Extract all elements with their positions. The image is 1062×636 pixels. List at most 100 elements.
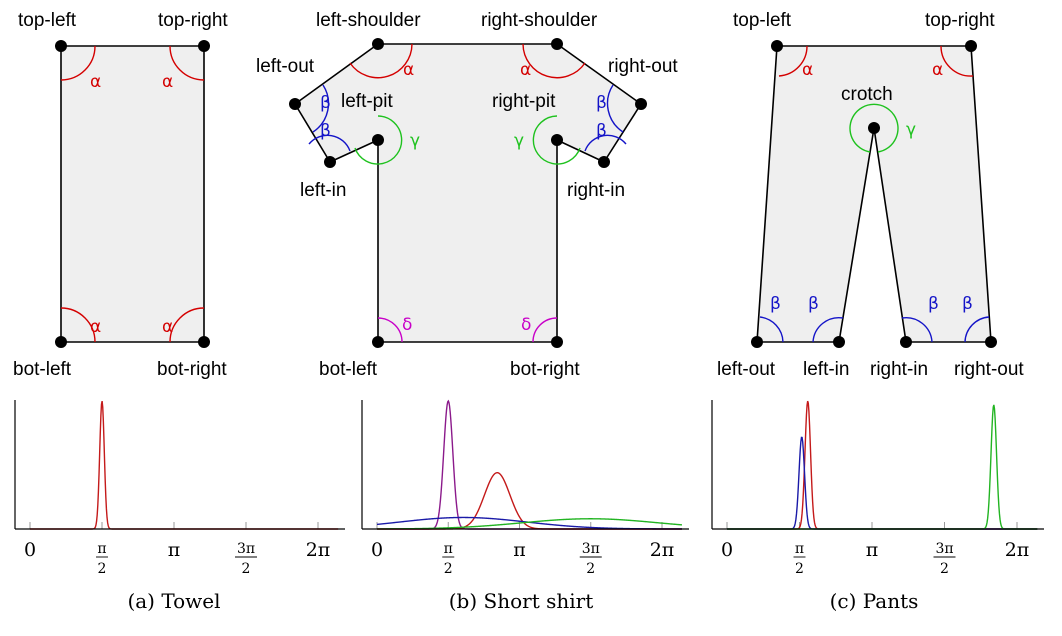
node-shirt-left-in xyxy=(324,156,336,168)
towel-alpha-1: α xyxy=(90,72,101,92)
shirt-delta-2: δ xyxy=(521,315,531,335)
tick-label-pi: π xyxy=(168,539,181,561)
tick-label-two-pi: 2π xyxy=(306,539,331,561)
shirt-beta-3: β xyxy=(596,93,607,113)
node-towel-bot-right xyxy=(198,336,210,348)
node-towel-bot-left xyxy=(55,336,67,348)
node-shirt-bot-left xyxy=(372,336,384,348)
shirt-beta-4: β xyxy=(596,121,607,141)
label-shirt-left-out: left-out xyxy=(256,56,315,77)
node-shirt-left-out xyxy=(289,98,301,110)
tick-label-half-pi-num: π xyxy=(444,541,453,557)
node-pants-crotch xyxy=(868,122,880,134)
pants-arc-right-out xyxy=(964,316,990,343)
label-pants-crotch: crotch xyxy=(841,84,893,105)
tick-label-three-half-pi-den: 2 xyxy=(586,561,595,577)
node-pants-left-out xyxy=(751,336,763,348)
shirt-arc-right-out xyxy=(606,84,624,133)
shirt-gamma-2: γ xyxy=(514,131,524,151)
towel-alpha-3: α xyxy=(90,317,101,337)
towel-alpha-4: α xyxy=(162,317,173,337)
label-shirt-right-in: right-in xyxy=(567,180,625,201)
node-shirt-left-shoulder xyxy=(372,38,384,50)
towel-arc-bot-right xyxy=(169,307,205,343)
shirt-arc-right-shoulder xyxy=(522,43,586,79)
tick-label-half-pi-num: π xyxy=(97,541,106,557)
tick-label-zero: 0 xyxy=(24,539,36,561)
label-shirt-bot-left: bot-left xyxy=(319,359,378,380)
shirt-beta-1: β xyxy=(320,93,331,113)
pants-arc-top-right xyxy=(940,45,974,77)
pants-arc-top-left xyxy=(778,45,808,77)
pants-alpha-2: α xyxy=(932,60,943,80)
label-shirt-bot-right: bot-right xyxy=(510,359,580,380)
pants-arc-right-in xyxy=(901,316,933,343)
node-shirt-right-out xyxy=(635,98,647,110)
node-pants-top-left xyxy=(771,40,783,52)
label-shirt-right-out: right-out xyxy=(608,56,678,77)
tick-label-pi: π xyxy=(513,539,526,561)
label-pants-left-out: left-out xyxy=(717,359,776,380)
tick-label-half-pi-den: 2 xyxy=(98,561,107,577)
shirt-arc-left-out xyxy=(312,84,330,133)
density-curve-2-1 xyxy=(377,399,682,530)
node-pants-right-in xyxy=(900,336,912,348)
pants-shape xyxy=(756,45,992,343)
tick-label-pi: π xyxy=(866,539,879,561)
shirt-arc-left-pit xyxy=(354,115,403,165)
pants-alpha-1: α xyxy=(802,60,813,80)
shirt-arc-bot-left xyxy=(377,317,403,343)
shirt-delta-1: δ xyxy=(402,315,412,335)
tick-label-zero: 0 xyxy=(371,539,383,561)
shirt-arc-right-in xyxy=(584,134,627,152)
node-towel-top-right xyxy=(198,40,210,52)
shirt-arc-right-pit xyxy=(532,115,581,165)
label-towel-bot-left: bot-left xyxy=(13,359,72,380)
node-shirt-right-in xyxy=(598,156,610,168)
tick-label-three-half-pi-num: 3π xyxy=(582,541,600,557)
label-shirt-left-shoulder: left-shoulder xyxy=(316,10,421,31)
density-curve-3-3 xyxy=(727,404,1038,530)
tick-label-three-half-pi-num: 3π xyxy=(237,541,255,557)
panel-short-shirt: α α β β β β γ γ δ δ left-shoulder right-… xyxy=(256,10,678,380)
shirt-alpha-2: α xyxy=(520,60,531,80)
towel-shape xyxy=(60,45,205,343)
density-curve-1-1 xyxy=(30,400,339,530)
label-shirt-right-pit: right-pit xyxy=(492,91,556,112)
shirt-arc-left-shoulder xyxy=(349,43,413,79)
shirt-beta-2: β xyxy=(320,121,331,141)
pants-gamma: γ xyxy=(906,120,916,140)
towel-arc-top-left xyxy=(60,45,96,81)
towel-arc-bot-left xyxy=(60,307,96,343)
caption-pants: (c) Pants xyxy=(830,589,919,613)
label-towel-bot-right: bot-right xyxy=(157,359,227,380)
towel-alpha-2: α xyxy=(162,72,173,92)
label-towel-top-left: top-left xyxy=(18,10,77,31)
label-towel-top-right: top-right xyxy=(158,10,228,31)
tick-label-two-pi: 2π xyxy=(1005,539,1030,561)
panel-towel: α α α α top-left top-right bot-left bot-… xyxy=(13,10,228,380)
panel-pants: α α γ β β β β top-left top-right crotch … xyxy=(717,10,1024,380)
label-shirt-left-in: left-in xyxy=(300,180,346,201)
tick-label-half-pi-den: 2 xyxy=(444,561,453,577)
towel-arc-top-right xyxy=(169,45,205,81)
label-shirt-left-pit: left-pit xyxy=(341,91,393,112)
node-shirt-right-shoulder xyxy=(551,38,563,50)
caption-short-shirt: (b) Short shirt xyxy=(449,589,593,613)
node-pants-left-in xyxy=(833,336,845,348)
tick-label-three-half-pi-den: 2 xyxy=(940,561,949,577)
label-pants-right-in: right-in xyxy=(870,359,928,380)
shirt-arc-left-in xyxy=(308,134,351,152)
label-pants-left-in: left-in xyxy=(803,359,849,380)
tick-label-zero: 0 xyxy=(721,539,733,561)
pants-beta-1: β xyxy=(770,294,781,314)
label-shirt-right-shoulder: right-shoulder xyxy=(481,10,598,31)
node-pants-right-out xyxy=(985,336,997,348)
pants-beta-4: β xyxy=(962,294,973,314)
tick-label-three-half-pi-den: 2 xyxy=(242,561,251,577)
node-towel-top-left xyxy=(55,40,67,52)
